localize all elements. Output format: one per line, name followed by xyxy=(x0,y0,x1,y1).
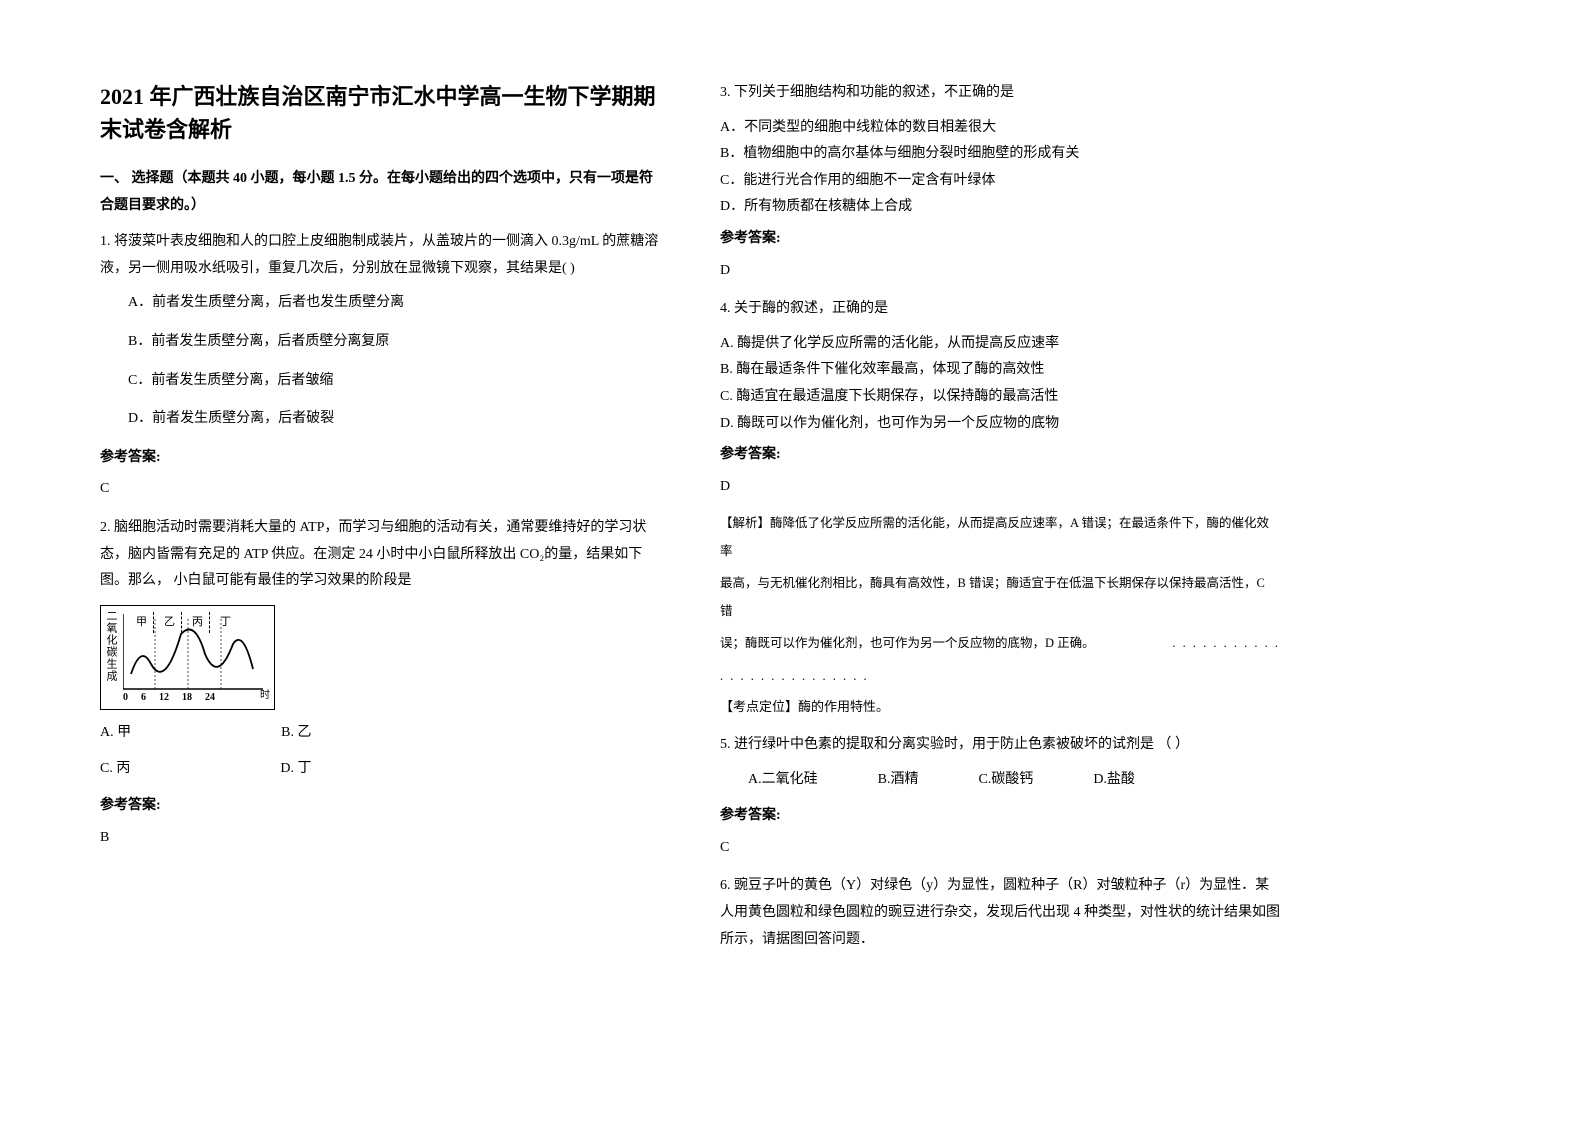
question-3: 3. 下列关于细胞结构和功能的叙述，不正确的是 A．不同类型的细胞中线粒体的数目… xyxy=(720,80,1280,284)
question-5-answer-label: 参考答案: xyxy=(720,803,1280,830)
chart-curve-path xyxy=(131,629,253,674)
question-2-option-b: B. 乙 xyxy=(281,720,311,747)
question-4-answer-label: 参考答案: xyxy=(720,442,1280,469)
question-5: 5. 进行绿叶中色素的提取和分离实验时，用于防止色素被破坏的试剂是 （ ） A.… xyxy=(720,732,1280,861)
question-4-analysis-2: 最高，与无机催化剂相比，酶具有高效性，B 错误；酶适宜于在低温下长期保存以保持最… xyxy=(720,570,1280,625)
chart-x-0: 0 xyxy=(123,688,128,707)
chart-x-24: 24 xyxy=(205,688,215,707)
question-5-text: 5. 进行绿叶中色素的提取和分离实验时，用于防止色素被破坏的试剂是 （ ） xyxy=(720,732,1280,759)
question-1-answer: C xyxy=(100,476,660,503)
question-4-analysis-3: 误；酶既可以作为催化剂，也可作为另一个反应物的底物，D 正确。 xyxy=(720,630,1095,658)
question-3-option-d: D．所有物质都在核糖体上合成 xyxy=(720,194,1280,221)
question-4-dots-2: . . . . . . . . . . . . . . . xyxy=(720,663,1280,691)
question-3-option-a: A．不同类型的细胞中线粒体的数目相差很大 xyxy=(720,115,1280,142)
question-4-analysis-3-row: 误；酶既可以作为催化剂，也可作为另一个反应物的底物，D 正确。 . . . . … xyxy=(720,630,1280,663)
question-2-options-row1: A. 甲 B. 乙 xyxy=(100,720,660,747)
question-4-dots-1: . . . . . . . . . . . xyxy=(1172,630,1280,658)
question-4-kaodian: 【考点定位】酶的作用特性。 xyxy=(720,695,1280,720)
chart-x-6: 6 xyxy=(141,688,146,707)
question-4-option-a: A. 酶提供了化学反应所需的活化能，从而提高反应速率 xyxy=(720,331,1280,358)
question-1-answer-label: 参考答案: xyxy=(100,445,660,472)
question-1-option-b: B．前者发生质壁分离，后者质壁分离复原 xyxy=(128,329,660,356)
question-5-answer: C xyxy=(720,835,1280,862)
question-3-option-c: C．能进行光合作用的细胞不一定含有叶绿体 xyxy=(720,168,1280,195)
question-4-analysis-1: 【解析】酶降低了化学反应所需的活化能，从而提高反应速率，A 错误；在最适条件下，… xyxy=(720,510,1280,565)
question-2-options-row2: C. 丙 D. 丁 xyxy=(100,756,660,783)
question-3-text: 3. 下列关于细胞结构和功能的叙述，不正确的是 xyxy=(720,80,1280,107)
chart-x-unit: 时 xyxy=(260,686,270,705)
question-5-option-d: D.盐酸 xyxy=(1093,767,1135,794)
question-3-answer-label: 参考答案: xyxy=(720,226,1280,253)
question-1-text: 1. 将菠菜叶表皮细胞和人的口腔上皮细胞制成装片，从盖玻片的一侧滴入 0.3g/… xyxy=(100,229,660,282)
question-2-option-d: D. 丁 xyxy=(280,756,311,783)
section-1-header: 一、 选择题（本题共 40 小题，每小题 1.5 分。在每小题给出的四个选项中，… xyxy=(100,166,660,219)
question-3-option-b: B．植物细胞中的高尔基体与细胞分裂时细胞壁的形成有关 xyxy=(720,141,1280,168)
question-2-answer-label: 参考答案: xyxy=(100,793,660,820)
question-5-option-a: A.二氧化硅 xyxy=(748,767,818,794)
question-2-option-a: A. 甲 xyxy=(100,720,131,747)
question-2-answer: B xyxy=(100,825,660,852)
question-2-text: 2. 脑细胞活动时需要消耗大量的 ATP，而学习与细胞的活动有关，通常要维持好的… xyxy=(100,515,660,595)
question-5-option-c: C.碳酸钙 xyxy=(978,767,1033,794)
question-6-text: 6. 豌豆子叶的黄色（Y）对绿色（y）为显性，圆粒种子（R）对皱粒种子（r）为显… xyxy=(720,873,1280,953)
right-column: 3. 下列关于细胞结构和功能的叙述，不正确的是 A．不同类型的细胞中线粒体的数目… xyxy=(720,80,1280,965)
question-5-option-b: B.酒精 xyxy=(878,767,919,794)
document-title: 2021 年广西壮族自治区南宁市汇水中学高一生物下学期期末试卷含解析 xyxy=(100,80,660,146)
question-4-option-b: B. 酶在最适条件下催化效率最高，体现了酶的高效性 xyxy=(720,357,1280,384)
question-6: 6. 豌豆子叶的黄色（Y）对绿色（y）为显性，圆粒种子（R）对皱粒种子（r）为显… xyxy=(720,873,1280,953)
question-2: 2. 脑细胞活动时需要消耗大量的 ATP，而学习与细胞的活动有关，通常要维持好的… xyxy=(100,515,660,851)
chart-x-18: 18 xyxy=(182,688,192,707)
question-4-answer: D xyxy=(720,474,1280,501)
question-4-option-c: C. 酶适宜在最适温度下长期保存，以保持酶的最高活性 xyxy=(720,384,1280,411)
page-container: 2021 年广西壮族自治区南宁市汇水中学高一生物下学期期末试卷含解析 一、 选择… xyxy=(100,80,1487,965)
chart-x-labels: 0 6 12 18 24 xyxy=(123,688,215,707)
question-4-text: 4. 关于酶的叙述，正确的是 xyxy=(720,296,1280,323)
question-1: 1. 将菠菜叶表皮细胞和人的口腔上皮细胞制成装片，从盖玻片的一侧滴入 0.3g/… xyxy=(100,229,660,503)
chart-y-label: 二氧化碳生成 xyxy=(105,610,116,682)
question-1-option-a: A．前者发生质壁分离，后者也发生质壁分离 xyxy=(128,290,660,317)
question-3-answer: D xyxy=(720,258,1280,285)
chart-curve-svg xyxy=(123,614,268,694)
left-column: 2021 年广西壮族自治区南宁市汇水中学高一生物下学期期末试卷含解析 一、 选择… xyxy=(100,80,660,965)
chart-x-12: 12 xyxy=(159,688,169,707)
question-2-option-c: C. 丙 xyxy=(100,756,130,783)
question-5-options: A.二氧化硅 B.酒精 C.碳酸钙 D.盐酸 xyxy=(748,767,1280,794)
question-4: 4. 关于酶的叙述，正确的是 A. 酶提供了化学反应所需的活化能，从而提高反应速… xyxy=(720,296,1280,720)
question-1-option-d: D．前者发生质壁分离，后者破裂 xyxy=(128,406,660,433)
question-4-option-d: D. 酶既可以作为催化剂，也可作为另一个反应物的底物 xyxy=(720,411,1280,438)
co2-chart: 二氧化碳生成 甲 乙 丙 丁 0 6 xyxy=(100,605,275,710)
question-1-option-c: C．前者发生质壁分离，后者皱缩 xyxy=(128,368,660,395)
